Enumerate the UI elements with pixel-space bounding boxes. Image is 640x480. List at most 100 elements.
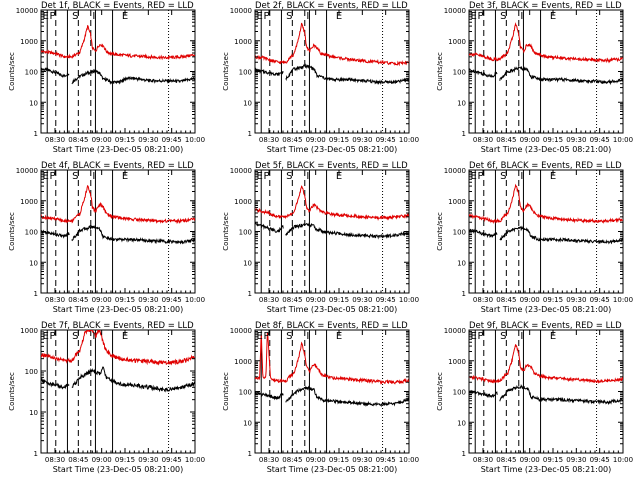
interval-label: E xyxy=(122,11,128,22)
x-tick-label: 09:30 xyxy=(352,296,372,304)
panel-title: Det 3f, BLACK = Events, RED = LLD xyxy=(469,1,622,11)
interval-label: S xyxy=(500,331,506,342)
x-tick-label: 09:00 xyxy=(92,456,112,464)
plot-frame xyxy=(468,329,624,454)
x-tick-label: 09:00 xyxy=(306,296,326,304)
x-tick-label: 09:30 xyxy=(138,456,158,464)
interval-label: P xyxy=(50,171,56,182)
x-axis-title: Start Time (23-Dec-05 08:21:00) xyxy=(53,305,184,314)
panel-title: Det 6f, BLACK = Events, RED = LLD xyxy=(469,161,622,171)
y-tick-label: 10 xyxy=(243,259,252,267)
interval-label: E xyxy=(122,331,128,342)
x-tick-label: 09:00 xyxy=(520,296,540,304)
x-tick-label: 10:00 xyxy=(399,296,419,304)
y-tick-label: 1 xyxy=(34,450,38,458)
x-tick-label: 09:15 xyxy=(543,456,563,464)
plot-frame xyxy=(468,9,624,134)
y-axis-title: Counts/sec xyxy=(436,372,444,411)
interval-label: P xyxy=(264,11,270,22)
y-tick-label: 100 xyxy=(25,368,38,376)
y-tick-label: 10000 xyxy=(230,7,252,15)
lld-series-line xyxy=(41,184,195,225)
x-tick-label: 09:15 xyxy=(543,296,563,304)
lld-series-line xyxy=(41,24,195,61)
y-tick-label: 1 xyxy=(462,290,466,298)
x-tick-label: 09:15 xyxy=(329,296,349,304)
x-tick-label: 08:45 xyxy=(68,456,88,464)
x-tick-label: 09:45 xyxy=(376,296,396,304)
y-tick-label: 10000 xyxy=(444,7,466,15)
lld-series-line xyxy=(469,183,623,224)
x-tick-label: 10:00 xyxy=(185,456,205,464)
events-series-line xyxy=(255,63,409,85)
panel-title: Det 4f, BLACK = Events, RED = LLD xyxy=(41,161,194,171)
interval-label: S xyxy=(286,171,292,182)
interval-label: E xyxy=(336,11,342,22)
panel-title: Det 5f, BLACK = Events, RED = LLD xyxy=(255,161,408,171)
plot-frame xyxy=(40,329,196,454)
y-tick-label: 10000 xyxy=(230,167,252,175)
y-axis-title: Counts/sec xyxy=(222,212,230,251)
y-tick-label: 1000 xyxy=(234,38,252,46)
y-tick-label: 10 xyxy=(457,99,466,107)
x-tick-label: 08:45 xyxy=(496,456,516,464)
y-tick-label: 1000 xyxy=(20,198,38,206)
plot-frame xyxy=(468,169,624,294)
x-tick-label: 09:15 xyxy=(329,136,349,144)
y-tick-label: 10 xyxy=(457,419,466,427)
panel-title: Det 9f, BLACK = Events, RED = LLD xyxy=(469,321,622,331)
y-tick-label: 1000 xyxy=(448,358,466,366)
y-axis-title: Counts/sec xyxy=(222,52,230,91)
interval-label: E xyxy=(471,331,477,342)
lld-series-line xyxy=(469,344,623,384)
interval-label: I xyxy=(306,331,309,342)
interval-label: E xyxy=(43,11,49,22)
x-tick-label: 10:00 xyxy=(399,136,419,144)
interval-label: P xyxy=(478,171,484,182)
x-axis-title: Start Time (23-Dec-05 08:21:00) xyxy=(267,305,398,314)
events-series-line xyxy=(41,366,195,393)
y-tick-label: 1000 xyxy=(234,358,252,366)
x-axis-title: Start Time (23-Dec-05 08:21:00) xyxy=(481,145,612,154)
lld-series-line xyxy=(255,185,409,221)
interval-label: S xyxy=(500,171,506,182)
x-tick-label: 08:30 xyxy=(45,136,65,144)
x-tick-label: 08:45 xyxy=(282,296,302,304)
x-tick-label: 09:45 xyxy=(162,296,182,304)
y-tick-label: 1 xyxy=(248,290,252,298)
y-tick-label: 10000 xyxy=(16,7,38,15)
x-tick-label: 09:15 xyxy=(115,296,135,304)
events-series-line xyxy=(469,383,623,406)
plot-frame xyxy=(40,169,196,294)
x-tick-label: 09:30 xyxy=(352,136,372,144)
interval-label: I xyxy=(92,11,95,22)
y-tick-label: 1 xyxy=(462,130,466,138)
interval-label: E xyxy=(336,171,342,182)
x-tick-label: 10:00 xyxy=(613,136,633,144)
y-tick-label: 1000 xyxy=(448,38,466,46)
x-tick-label: 09:30 xyxy=(352,456,372,464)
interval-label: S xyxy=(286,11,292,22)
x-tick-label: 08:45 xyxy=(68,136,88,144)
y-tick-label: 1000 xyxy=(234,198,252,206)
interval-label: E xyxy=(550,11,556,22)
y-tick-label: 1 xyxy=(248,450,252,458)
x-tick-label: 09:30 xyxy=(566,136,586,144)
interval-label: E xyxy=(43,331,49,342)
interval-label: P xyxy=(50,331,56,342)
y-tick-label: 1000 xyxy=(20,38,38,46)
x-tick-label: 09:45 xyxy=(376,456,396,464)
x-tick-label: 09:45 xyxy=(162,456,182,464)
y-tick-label: 10000 xyxy=(16,167,38,175)
x-axis-title: Start Time (23-Dec-05 08:21:00) xyxy=(267,145,398,154)
x-tick-label: 09:00 xyxy=(92,296,112,304)
y-tick-label: 1 xyxy=(248,130,252,138)
y-tick-label: 10 xyxy=(29,259,38,267)
interval-label: E xyxy=(550,171,556,182)
panel-title: Det 2f, BLACK = Events, RED = LLD xyxy=(255,1,408,11)
y-tick-label: 1 xyxy=(462,450,466,458)
interval-label: S xyxy=(72,11,78,22)
